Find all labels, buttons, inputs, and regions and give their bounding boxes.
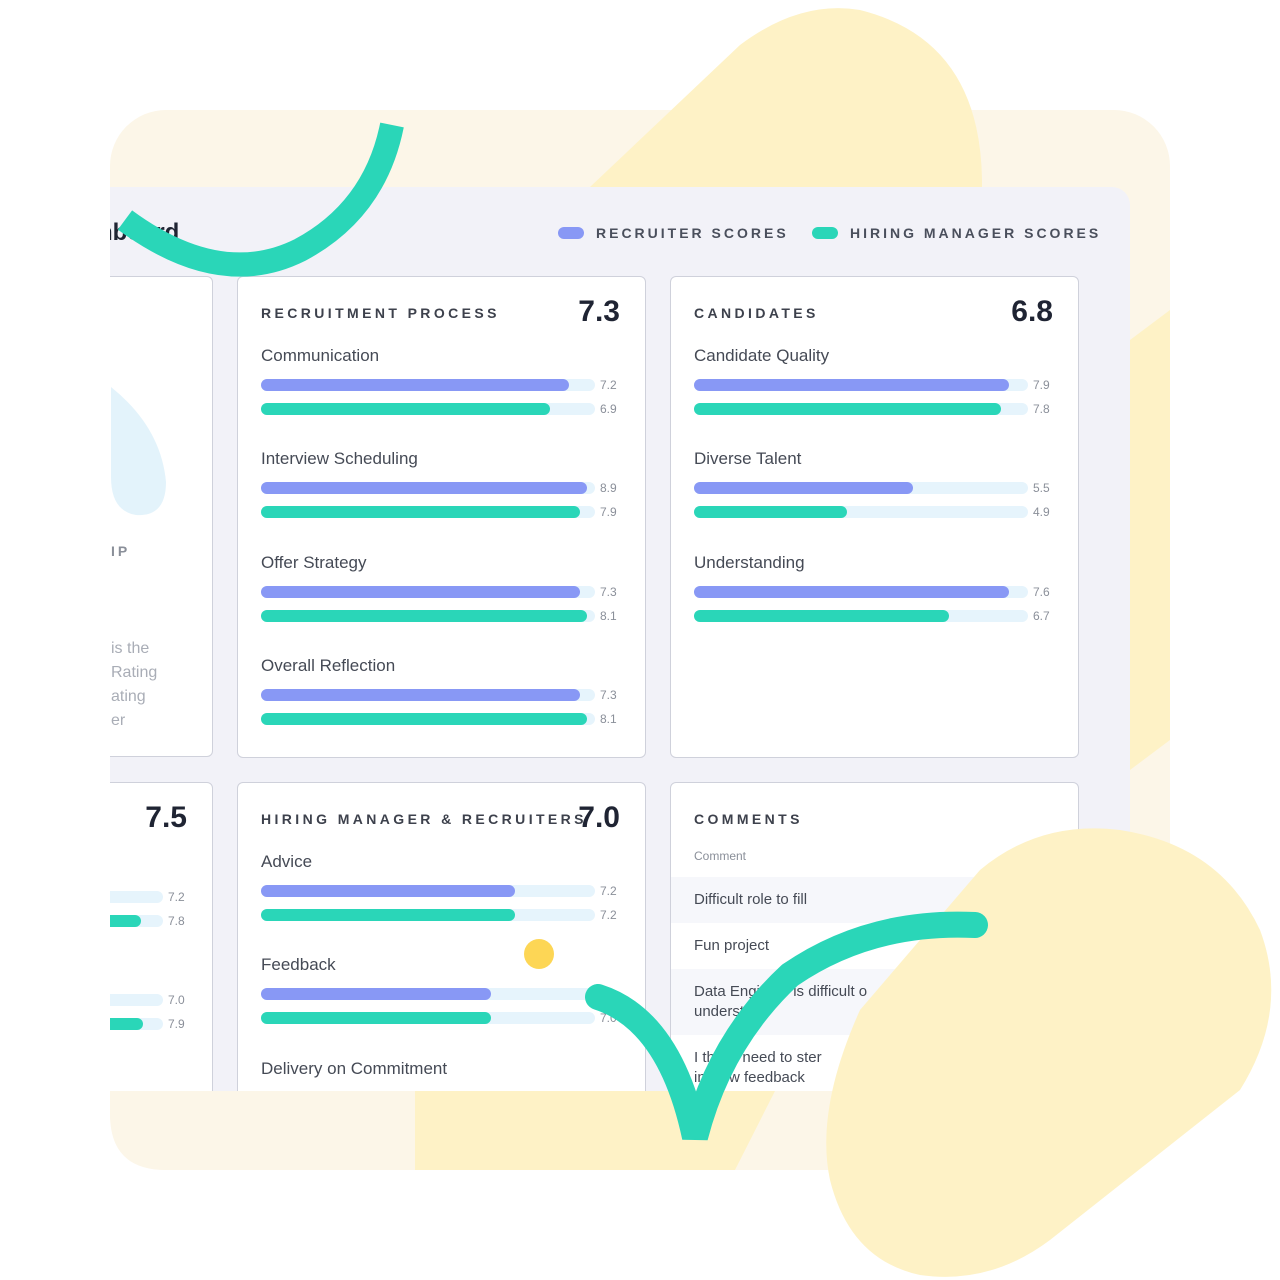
legend-recruiter: RECRUITER SCORES	[558, 225, 789, 241]
card-title: CANDIDATES	[694, 305, 819, 321]
metric-understanding: Understanding 7.6 6.7	[694, 553, 1050, 623]
card-recruitment-process: RECRUITMENT PROCESS 7.3 Communication 7.…	[237, 276, 646, 758]
metric-offer-strategy: Offer Strategy 7.3 8.1	[261, 553, 617, 623]
card-partial-top: IP is the Rating ating er	[110, 276, 213, 757]
card-text: is the Rating ating er	[111, 640, 158, 729]
metric-overall-reflection: Overall Reflection 7.3 8.1	[261, 656, 617, 726]
card-score: 7.0	[578, 801, 620, 834]
legend-hiring-manager: HIRING MANAGER SCORES	[812, 225, 1101, 241]
decor-droplet	[111, 387, 166, 516]
metric-delivery-on-commitment: Delivery on Commitment	[261, 1059, 448, 1078]
metric-diverse-talent: Diverse Talent 5.5 4.9	[694, 449, 1050, 519]
hiring-manager-swatch-icon	[812, 227, 838, 239]
card-candidates: CANDIDATES 6.8 Candidate Quality 7.9 7.8…	[670, 276, 1079, 758]
recruiter-swatch-icon	[558, 227, 584, 239]
metric-communication: Communication 7.2 6.9	[261, 346, 617, 416]
card-title: IP	[111, 543, 131, 559]
comment-row[interactable]: Fun project	[694, 937, 770, 954]
metric-feedback: Feedback 7.0	[261, 955, 617, 1025]
legend-label: RECRUITER SCORES	[596, 225, 789, 241]
card-title: COMMENTS	[694, 811, 803, 827]
column-header-comment[interactable]: Comment	[694, 849, 747, 863]
card-title: RECRUITMENT PROCESS	[261, 305, 500, 321]
card-score: 7.3	[578, 295, 620, 328]
card-score: 6.8	[1011, 295, 1053, 328]
card-score: 7.5	[145, 801, 187, 834]
card-hiring-manager-recruiters: HIRING MANAGER & RECRUITERS 7.0 Advice 7…	[237, 782, 646, 1091]
card-partial-bottom: 7.5 7.2 7.8 7.0 7.9	[110, 782, 213, 1091]
card-title: HIRING MANAGER & RECRUITERS	[261, 811, 587, 827]
legend-label: HIRING MANAGER SCORES	[850, 225, 1102, 241]
metric-candidate-quality: Candidate Quality 7.9 7.8	[694, 346, 1050, 416]
metric-interview-scheduling: Interview Scheduling 8.9 7.9	[261, 449, 617, 519]
metric-advice: Advice 7.2 7.2	[261, 852, 617, 922]
